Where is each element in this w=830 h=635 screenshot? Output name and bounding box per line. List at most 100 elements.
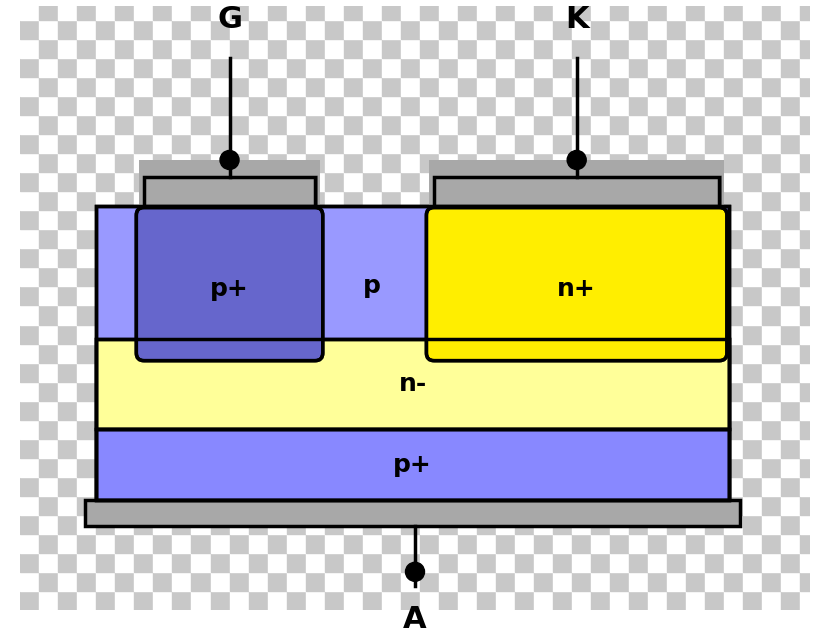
Bar — [534, 439, 553, 458]
Bar — [134, 496, 154, 515]
Bar — [476, 248, 496, 267]
Bar — [248, 134, 267, 153]
Bar — [344, 191, 363, 210]
Bar — [476, 324, 496, 344]
Bar — [553, 153, 572, 172]
Bar — [401, 39, 420, 58]
Bar — [267, 191, 286, 210]
Bar — [781, 172, 800, 191]
Bar — [591, 496, 610, 515]
Bar — [96, 591, 115, 610]
Bar — [743, 401, 762, 420]
Bar — [534, 534, 553, 553]
Bar — [401, 172, 420, 191]
Bar — [96, 97, 115, 116]
Bar — [96, 339, 729, 429]
Bar — [286, 553, 305, 572]
Bar — [476, 191, 496, 210]
Bar — [115, 116, 134, 134]
Bar — [39, 572, 58, 591]
Bar — [325, 97, 344, 116]
Bar — [439, 458, 458, 477]
Bar — [286, 77, 305, 97]
Bar — [173, 1, 192, 20]
Bar — [724, 248, 743, 267]
Bar — [286, 572, 305, 591]
Bar — [706, 420, 724, 439]
Bar — [230, 420, 248, 439]
Bar — [211, 58, 230, 77]
Bar — [115, 591, 134, 610]
Bar — [248, 401, 267, 420]
Bar — [610, 39, 629, 58]
Bar — [248, 553, 267, 572]
Bar — [439, 77, 458, 97]
Bar — [458, 420, 476, 439]
Bar — [115, 39, 134, 58]
Bar — [476, 172, 496, 191]
Bar — [248, 267, 267, 286]
Bar — [248, 116, 267, 134]
Bar — [420, 58, 439, 77]
Bar — [211, 134, 230, 153]
Bar — [743, 420, 762, 439]
Bar — [496, 210, 515, 229]
Bar — [230, 553, 248, 572]
Bar — [305, 20, 325, 39]
Bar — [743, 324, 762, 344]
Bar — [800, 420, 819, 439]
Bar — [248, 324, 267, 344]
Bar — [667, 134, 686, 153]
Bar — [211, 572, 230, 591]
Bar — [305, 172, 325, 191]
Bar — [363, 534, 382, 553]
Bar — [154, 172, 173, 191]
Bar — [420, 210, 439, 229]
Text: n+: n+ — [557, 277, 596, 301]
Bar — [134, 116, 154, 134]
Bar — [96, 401, 115, 420]
Bar — [610, 210, 629, 229]
Bar — [58, 267, 77, 286]
Circle shape — [406, 563, 424, 581]
Bar — [39, 534, 58, 553]
Bar — [192, 553, 211, 572]
Bar — [553, 191, 572, 210]
Bar — [458, 248, 476, 267]
Bar — [173, 248, 192, 267]
Bar — [781, 20, 800, 39]
Bar — [458, 553, 476, 572]
Bar — [706, 77, 724, 97]
Bar — [706, 305, 724, 324]
Text: G: G — [217, 6, 242, 34]
Bar — [420, 20, 439, 39]
Bar — [610, 401, 629, 420]
Bar — [134, 439, 154, 458]
Bar — [267, 134, 286, 153]
Bar — [591, 344, 610, 363]
Bar — [629, 20, 648, 39]
Bar — [39, 229, 58, 248]
Bar — [800, 267, 819, 286]
Bar — [572, 534, 591, 553]
Bar — [591, 1, 610, 20]
Bar — [629, 477, 648, 496]
Bar — [762, 248, 781, 267]
Bar — [305, 420, 325, 439]
Bar — [476, 420, 496, 439]
Bar — [629, 382, 648, 401]
Bar — [58, 172, 77, 191]
Bar — [629, 439, 648, 458]
Bar — [154, 305, 173, 324]
Bar — [267, 572, 286, 591]
Bar — [192, 172, 211, 191]
Bar — [743, 248, 762, 267]
Bar — [96, 439, 115, 458]
Bar — [496, 77, 515, 97]
Bar — [211, 286, 230, 305]
Bar — [58, 286, 77, 305]
Bar — [248, 286, 267, 305]
Bar — [515, 134, 534, 153]
Bar — [781, 572, 800, 591]
Bar — [553, 324, 572, 344]
